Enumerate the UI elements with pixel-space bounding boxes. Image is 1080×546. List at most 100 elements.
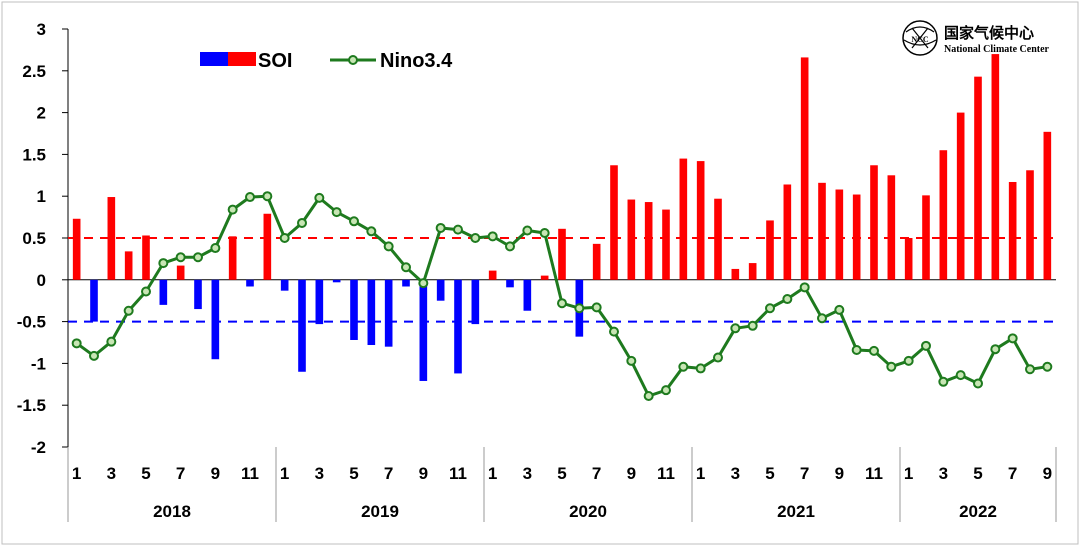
nino34-point [765,303,775,314]
x-month-label: 3 [523,464,532,483]
x-month-label: 9 [835,464,844,483]
soi-bar [991,54,1000,280]
x-month-label: 11 [241,464,259,483]
nino34-point [349,216,359,227]
ncc-logo: NCC 国家气候中心 National Climate Center [902,20,1050,56]
y-tick-label: 2 [37,104,46,123]
soi-bar [939,150,948,280]
soi-bar [1043,131,1052,280]
nino34-point [71,338,82,349]
soi-bar [592,243,601,280]
x-month-label: 9 [1043,464,1052,483]
soi-bar [1026,170,1034,280]
soi-bar [818,182,826,280]
x-month-label: 7 [1008,464,1017,483]
nino34-point [1025,364,1035,375]
nino34-point [903,355,914,366]
nino34-point [626,355,637,366]
legend-soi-label: SOI [258,50,292,72]
nino34-point [591,302,602,313]
x-month-label: 7 [800,464,809,483]
nino34-point [609,326,619,337]
nino34-point [713,352,723,363]
x-month-label: 11 [865,464,883,483]
x-month-label: 7 [176,464,185,483]
nino34-point [366,226,377,237]
soi-bar [488,270,497,280]
nino34-point [89,350,99,361]
soi-bar [72,218,81,280]
nino34-point [158,258,169,269]
soi-bar [679,158,688,280]
nino34-point [175,252,186,263]
soi-bar [436,279,445,301]
nino34-point [661,385,671,396]
x-month-label: 9 [211,464,220,483]
nino34-point [435,222,446,233]
nino34-point [539,227,550,238]
nino34-point [973,378,983,389]
x-month-label: 7 [592,464,601,483]
ncc-emblem-globe [903,26,937,49]
soi-bar [748,263,757,280]
nino34-point [331,207,342,218]
x-month-label: 11 [657,464,675,483]
axes: 3 2.5 2 1.5 1 0.5 0 -0.5 -1 -1.5 -2 [17,20,1056,457]
y-tick-label: 1.5 [22,145,46,164]
soi-bar [107,197,116,280]
nino34-point [817,313,827,324]
x-month-label: 1 [696,464,705,483]
x-month-label: 3 [731,464,740,483]
nino34-point [487,231,498,242]
soi-bar [350,279,358,340]
nino34-point [262,191,273,202]
nino34-point [799,282,810,293]
soi-bar [298,279,306,372]
soi-bar [974,76,982,280]
soi-bar [176,265,185,280]
nino34-point [557,298,567,309]
y-tick-label: -1 [31,354,46,373]
soi-bar [696,161,705,280]
nino34-point [869,345,879,356]
x-month-label: 7 [384,464,393,483]
soi-bar [90,279,98,322]
soi-bar [142,235,150,280]
nino34-point [851,345,862,356]
nino34-point [1007,333,1018,344]
legend-soi-positive-swatch [228,52,256,66]
y-tick-label: 2.5 [22,62,46,81]
nino34-point [730,323,741,334]
nino34-point [990,344,1001,355]
x-month-label: 5 [765,464,774,483]
soi-bar [922,195,930,280]
y-tick-label: -0.5 [17,313,46,332]
soi-bar [246,279,254,287]
x-year-label: 2022 [959,502,997,521]
soi-bar [315,279,324,325]
x-month-label: 5 [973,464,982,483]
nino34-point [505,241,515,252]
soi-bar [731,268,740,280]
nino34-point [938,376,949,387]
soi-bar [419,279,428,381]
soi-bars [72,54,1052,381]
nino34-point [678,361,689,372]
soi-bar [887,175,896,280]
legend-soi-negative-swatch [200,52,228,66]
y-tick-label: 1 [37,187,46,206]
x-month-label: 3 [107,464,116,483]
soi-bar [627,199,636,280]
nino34-series-line [75,194,1048,398]
soi-bar [367,279,376,346]
soi-bar [956,112,965,280]
soi-bar [870,165,878,280]
nino34-point [245,192,255,203]
soi-bar [662,209,670,280]
soi-bar [800,57,809,280]
y-tick-label: 0 [37,271,46,290]
soi-bar [124,251,133,280]
soi-bar [540,275,549,280]
